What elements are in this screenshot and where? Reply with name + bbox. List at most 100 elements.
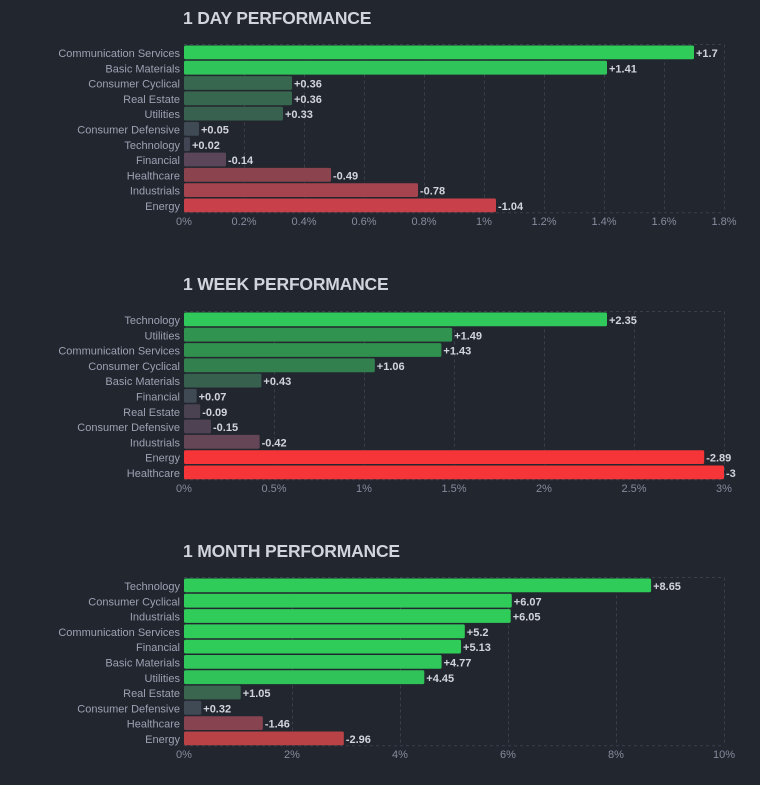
bar-row[interactable]: Financial +0.07 (136, 389, 226, 403)
bar[interactable] (184, 624, 465, 639)
tick-label: 0.6% (351, 216, 376, 228)
bar-row[interactable]: Communication Services +5.2 (58, 624, 489, 639)
tick-label: 2.5% (621, 483, 646, 495)
category-label: Consumer Defensive (77, 422, 180, 434)
value-label: -1.04 (498, 201, 524, 213)
bar-row[interactable]: Healthcare -1.46 (127, 716, 290, 731)
tick-label: 0.2% (231, 216, 256, 228)
category-label: Healthcare (127, 468, 180, 480)
value-label: +0.36 (294, 79, 322, 91)
bar-row[interactable]: Industrials +6.05 (130, 609, 541, 624)
bar-row[interactable]: Industrials -0.78 (130, 183, 445, 198)
bar-row[interactable]: Real Estate -0.09 (123, 404, 227, 419)
bar[interactable] (184, 639, 462, 654)
bar[interactable] (184, 389, 197, 403)
bar-row[interactable]: Technology +0.02 (124, 137, 220, 152)
bar[interactable] (184, 593, 512, 608)
bar[interactable] (184, 358, 375, 373)
bar-row[interactable]: Basic Materials +4.77 (105, 655, 471, 669)
bar-row[interactable]: Financial +5.13 (136, 639, 491, 654)
bar-row[interactable]: Basic Materials +0.43 (105, 373, 291, 388)
bar-row[interactable]: Healthcare -0.49 (127, 167, 358, 182)
category-label: Communication Services (58, 627, 180, 639)
value-label: +0.02 (192, 140, 220, 152)
bar-row[interactable]: Healthcare -3 (127, 465, 736, 480)
bar[interactable] (184, 578, 652, 593)
value-label: +8.65 (653, 581, 681, 593)
bar[interactable] (184, 419, 211, 434)
bar-row[interactable]: Energy -2.89 (145, 450, 731, 465)
bar-row[interactable]: Industrials -0.42 (130, 434, 287, 449)
bar-row[interactable]: Utilities +1.49 (145, 327, 482, 342)
bar-row[interactable]: Real Estate +0.36 (123, 91, 322, 106)
value-label: +0.36 (294, 94, 322, 106)
value-label: +0.32 (203, 703, 231, 715)
tick-label: 1% (476, 216, 492, 228)
bar-row[interactable]: Consumer Cyclical +1.06 (88, 358, 405, 373)
bar[interactable] (184, 60, 607, 75)
category-label: Utilities (145, 330, 181, 342)
bar[interactable] (184, 670, 425, 685)
bar-row[interactable]: Communication Services +1.7 (58, 45, 718, 60)
bar[interactable] (184, 312, 607, 327)
bar[interactable] (184, 45, 694, 60)
bar[interactable] (184, 731, 344, 746)
bar[interactable] (184, 404, 201, 419)
bar-row[interactable]: Consumer Cyclical +0.36 (88, 76, 322, 91)
bar[interactable] (184, 198, 496, 213)
bar-row[interactable]: Utilities +0.33 (145, 106, 313, 121)
bar-row[interactable]: Energy -1.04 (145, 198, 524, 213)
bar[interactable] (184, 152, 226, 167)
bar[interactable] (184, 76, 292, 90)
bar-row[interactable]: Utilities +4.45 (145, 670, 455, 685)
category-label: Real Estate (123, 94, 180, 106)
category-label: Energy (145, 201, 180, 213)
value-label: -0.09 (202, 407, 227, 419)
tick-label: 2% (284, 749, 300, 761)
bar[interactable] (184, 167, 331, 182)
bar[interactable] (184, 91, 292, 106)
bar[interactable] (184, 609, 511, 623)
x-axis-ticks: 0% 0.5% 1% 1.5% 2% 2.5% 3% (176, 483, 732, 495)
bar-row[interactable]: Technology +2.35 (124, 312, 637, 327)
bar-chart-1-day: Communication Services +1.7 Basic Material… (58, 44, 737, 228)
x-axis-ticks: 0% 0.2% 0.4% 0.6% 0.8% 1% 1.2% 1.4% 1.6% 1.8% (176, 216, 737, 228)
bar[interactable] (184, 465, 724, 480)
bar-row[interactable]: Communication Services +1.43 (58, 343, 471, 358)
value-label: +1.06 (377, 361, 405, 373)
bar-row[interactable]: Energy -2.96 (145, 731, 371, 746)
bar[interactable] (184, 450, 705, 464)
bar-row[interactable]: Technology +8.65 (124, 578, 681, 593)
bar[interactable] (184, 716, 263, 730)
category-label: Technology (124, 315, 180, 327)
value-label: +0.05 (201, 124, 229, 136)
bar[interactable] (184, 183, 418, 197)
bar[interactable] (184, 106, 283, 121)
bar[interactable] (184, 700, 202, 715)
bar-row[interactable]: Consumer Defensive -0.15 (77, 419, 238, 434)
bar-row[interactable]: Basic Materials +1.41 (105, 60, 637, 75)
category-label: Communication Services (58, 48, 180, 60)
bar[interactable] (184, 373, 262, 388)
bar[interactable] (184, 343, 442, 357)
category-label: Industrials (130, 186, 181, 198)
gridlines (184, 577, 725, 747)
category-label: Financial (136, 642, 180, 654)
bar-row[interactable]: Consumer Cyclical +6.07 (88, 593, 542, 608)
bar[interactable] (184, 137, 190, 152)
category-label: Basic Materials (105, 63, 180, 75)
bar-row[interactable]: Consumer Defensive +0.05 (77, 122, 229, 136)
bar-row[interactable]: Financial -0.14 (136, 152, 254, 167)
tick-label: 1.2% (531, 216, 556, 228)
bar[interactable] (184, 655, 442, 669)
category-label: Healthcare (127, 719, 180, 731)
category-label: Utilities (145, 109, 181, 121)
bar[interactable] (184, 122, 199, 136)
bar-row[interactable]: Consumer Defensive +0.32 (77, 700, 231, 715)
bar[interactable] (184, 434, 260, 449)
category-label: Financial (136, 155, 180, 167)
bar[interactable] (184, 327, 453, 342)
bar[interactable] (184, 685, 241, 700)
bar-row[interactable]: Real Estate +1.05 (123, 685, 271, 700)
